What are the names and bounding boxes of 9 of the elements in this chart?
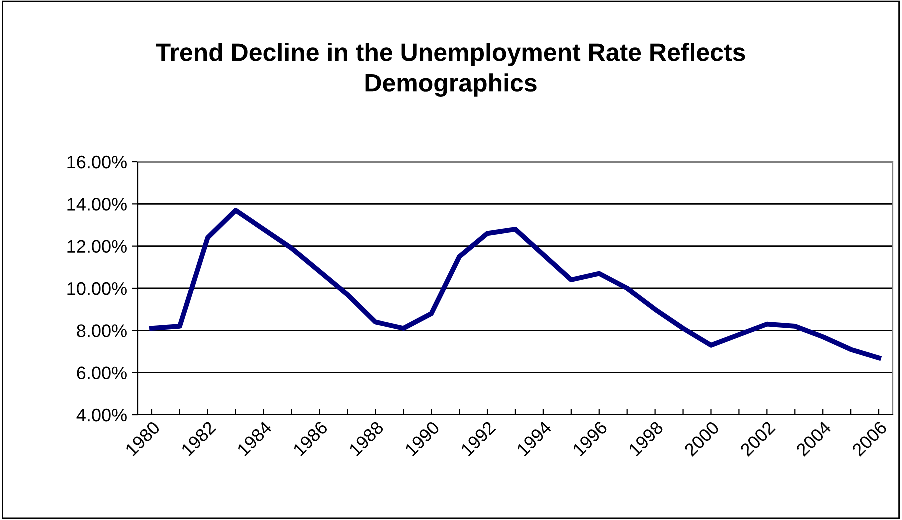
y-tick-label: 8.00% (77, 324, 127, 338)
y-tick-label: 6.00% (77, 366, 127, 380)
chart-title: Trend Decline in the Unemployment Rate Reflects Demographics (156, 43, 746, 97)
line-series (150, 208, 882, 361)
y-tick-label: 16.00% (68, 156, 127, 169)
y-tick-label: 10.00% (68, 282, 127, 296)
y-tick-label: 14.00% (68, 198, 127, 211)
y-tick-label: 4.00% (76, 408, 127, 422)
y-tick-label: 12.00% (68, 240, 127, 254)
